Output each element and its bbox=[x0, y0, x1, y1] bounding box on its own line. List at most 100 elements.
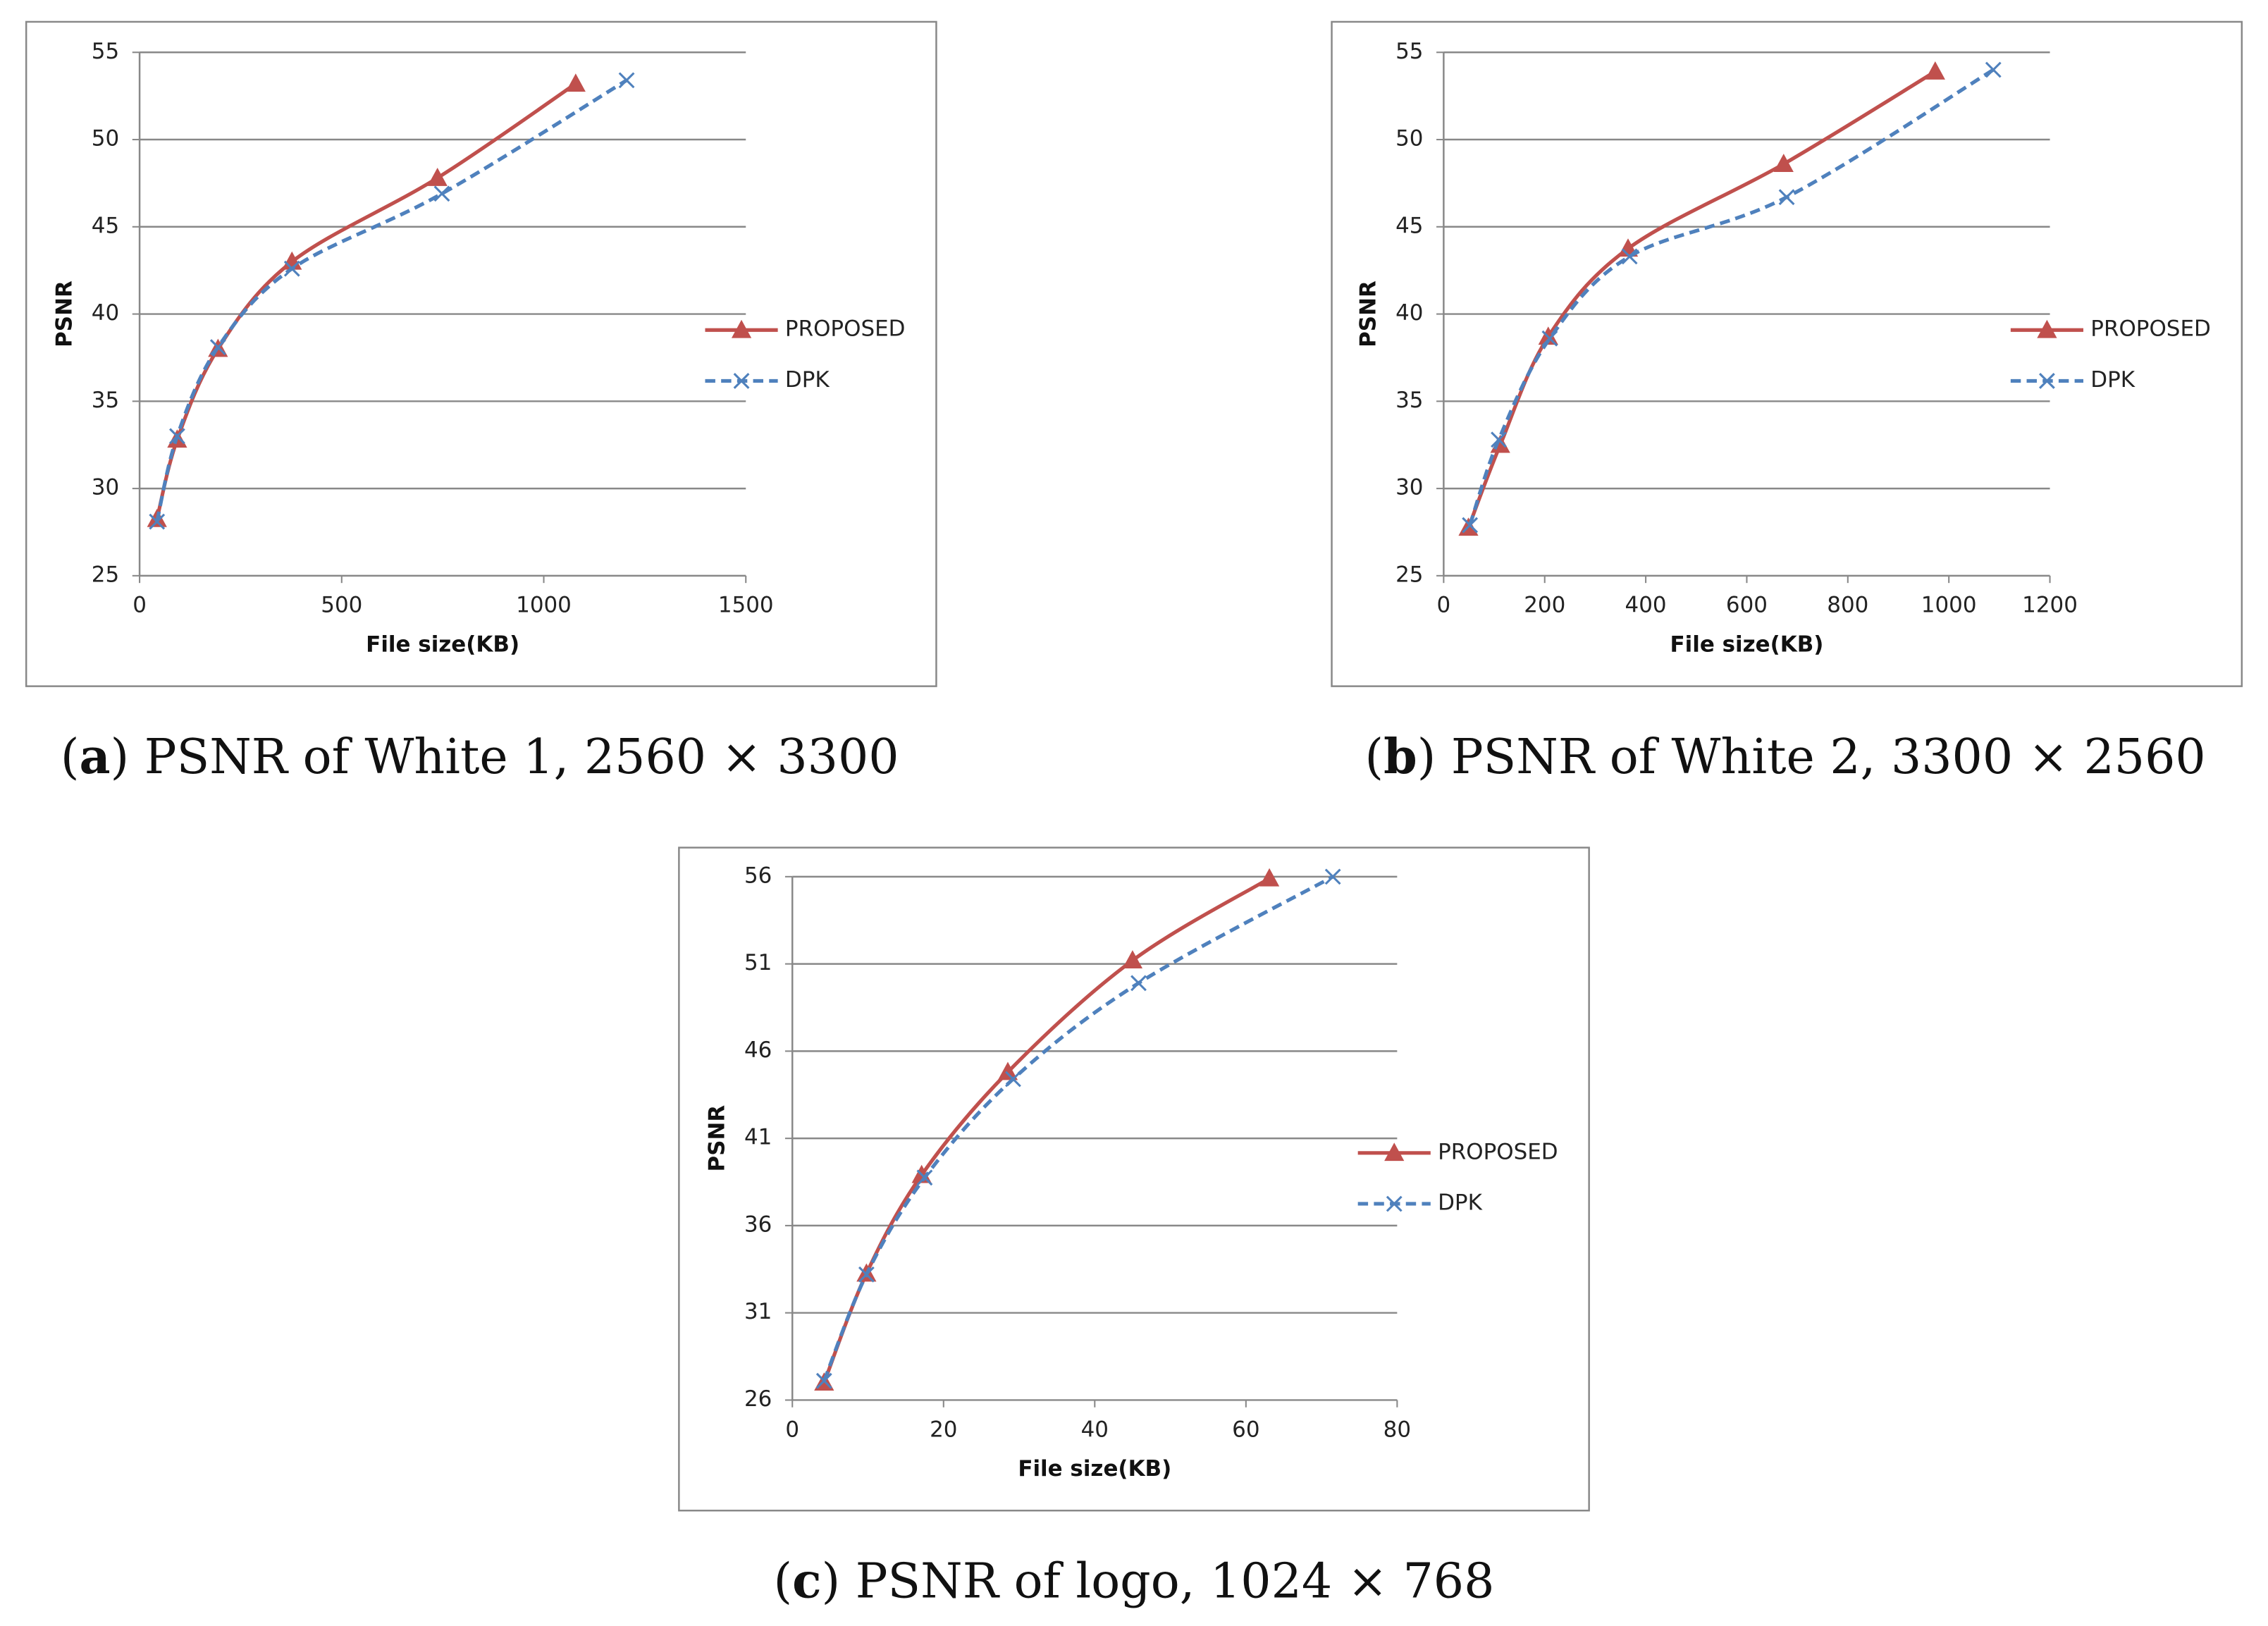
marker bbox=[283, 260, 300, 277]
x-tick-label: 600 bbox=[1726, 593, 1768, 618]
y-axis-title: PSNR bbox=[705, 1105, 730, 1172]
x-axis-title: File size(KB) bbox=[1018, 1456, 1171, 1482]
caption-part: ) PSNR of logo, 1024 × 768 bbox=[822, 1553, 1495, 1609]
marker bbox=[168, 428, 185, 445]
y-tick-label: 46 bbox=[744, 1037, 772, 1063]
legend-label: DPK bbox=[2090, 367, 2135, 393]
y-tick-label: 56 bbox=[744, 863, 772, 888]
chart-frame bbox=[1331, 20, 2243, 687]
y-axis-title: PSNR bbox=[1356, 281, 1381, 347]
legend-marker bbox=[731, 319, 752, 338]
caption-part: c bbox=[792, 1553, 821, 1609]
y-tick-label: 41 bbox=[744, 1125, 772, 1150]
marker bbox=[1621, 248, 1638, 265]
marker bbox=[1462, 517, 1479, 534]
y-tick-label: 35 bbox=[1395, 388, 1423, 413]
caption-part: a bbox=[79, 728, 110, 784]
marker bbox=[565, 73, 586, 92]
x-tick-label: 0 bbox=[132, 593, 147, 618]
x-tick-label: 400 bbox=[1625, 593, 1667, 618]
y-tick-label: 30 bbox=[1395, 475, 1423, 500]
caption-part: ( bbox=[774, 1553, 793, 1609]
marker bbox=[618, 72, 635, 89]
y-tick-label: 31 bbox=[744, 1299, 772, 1324]
marker bbox=[433, 185, 450, 202]
marker bbox=[1130, 975, 1147, 992]
y-tick-label: 50 bbox=[1395, 126, 1423, 152]
y-tick-label: 36 bbox=[744, 1212, 772, 1237]
marker bbox=[1925, 61, 1945, 80]
x-tick-label: 60 bbox=[1232, 1417, 1259, 1442]
y-tick-label: 30 bbox=[92, 475, 119, 500]
y-tick-label: 40 bbox=[1395, 300, 1423, 326]
caption: (b) PSNR of White 2, 3300 × 2560 bbox=[1365, 728, 2206, 784]
y-tick-label: 45 bbox=[1395, 213, 1423, 238]
legend-marker bbox=[1386, 1195, 1403, 1212]
x-tick-label: 1000 bbox=[516, 593, 572, 618]
marker bbox=[149, 513, 166, 530]
x-tick-label: 1000 bbox=[1921, 593, 1977, 618]
legend-label: PROPOSED bbox=[785, 316, 906, 342]
marker bbox=[1778, 189, 1795, 206]
y-tick-label: 50 bbox=[92, 126, 119, 152]
x-tick-label: 0 bbox=[785, 1417, 799, 1442]
x-tick-label: 20 bbox=[930, 1417, 957, 1442]
legend-label: DPK bbox=[1438, 1190, 1482, 1215]
y-tick-label: 25 bbox=[92, 562, 119, 587]
x-tick-label: 0 bbox=[1437, 593, 1451, 618]
legend-marker bbox=[2037, 319, 2057, 338]
x-tick-label: 1500 bbox=[718, 593, 774, 618]
legend-marker bbox=[733, 373, 750, 389]
x-tick-label: 800 bbox=[1827, 593, 1868, 618]
marker bbox=[1541, 330, 1558, 347]
x-axis-title: File size(KB) bbox=[366, 632, 519, 657]
chart-frame bbox=[678, 846, 1590, 1512]
caption: (a) PSNR of White 1, 2560 × 3300 bbox=[61, 728, 899, 784]
marker bbox=[1259, 868, 1280, 887]
marker bbox=[209, 339, 226, 355]
marker bbox=[815, 1372, 832, 1389]
caption-part: ( bbox=[1365, 729, 1384, 784]
marker bbox=[1122, 950, 1143, 969]
chart: 25 30 35 40 45 50 55 0 500 1000 1500 File size(KB) P… bbox=[25, 20, 937, 687]
x-tick-label: 500 bbox=[321, 593, 362, 618]
x-tick-label: 200 bbox=[1524, 593, 1565, 618]
marker bbox=[427, 167, 448, 186]
y-tick-label: 26 bbox=[744, 1386, 772, 1412]
marker bbox=[1773, 154, 1794, 173]
y-tick-label: 55 bbox=[92, 39, 119, 64]
caption-part: ( bbox=[61, 729, 80, 784]
caption: (c) PSNR of logo, 1024 × 768 bbox=[774, 1553, 1495, 1609]
marker bbox=[916, 1169, 933, 1186]
marker bbox=[1985, 61, 2002, 78]
marker bbox=[1005, 1071, 1021, 1088]
y-tick-label: 55 bbox=[1395, 39, 1423, 64]
x-tick-label: 80 bbox=[1383, 1417, 1411, 1442]
x-tick-label: 40 bbox=[1081, 1417, 1109, 1442]
marker bbox=[1324, 868, 1341, 885]
y-tick-label: 25 bbox=[1395, 562, 1423, 587]
chart: 25 30 35 40 45 50 55 0 200 400 600 800 1000 1200 File … bbox=[1331, 20, 2243, 687]
x-axis-title: File size(KB) bbox=[1670, 632, 1823, 657]
caption-part: ) PSNR of White 2, 3300 × 2560 bbox=[1417, 729, 2206, 784]
marker bbox=[1491, 431, 1507, 448]
y-axis-title: PSNR bbox=[51, 281, 77, 347]
y-tick-label: 45 bbox=[92, 213, 119, 238]
legend-marker bbox=[1384, 1142, 1405, 1162]
legend-label: DPK bbox=[785, 367, 830, 393]
chart: 26 31 36 41 46 51 56 0 20 40 60 80 File size(KB) PSNR… bbox=[678, 846, 1590, 1512]
caption-part: b bbox=[1383, 728, 1417, 784]
legend-label: PROPOSED bbox=[1438, 1139, 1558, 1164]
marker bbox=[858, 1266, 875, 1283]
series-line bbox=[1468, 68, 1995, 526]
y-tick-label: 51 bbox=[744, 950, 772, 975]
legend-label: PROPOSED bbox=[2090, 316, 2211, 342]
y-tick-label: 40 bbox=[92, 300, 119, 326]
caption-part: ) PSNR of White 1, 2560 × 3300 bbox=[111, 729, 899, 784]
x-tick-label: 1200 bbox=[2022, 593, 2078, 618]
marker bbox=[997, 1061, 1018, 1080]
chart-frame bbox=[25, 20, 937, 687]
y-tick-label: 35 bbox=[92, 388, 119, 413]
